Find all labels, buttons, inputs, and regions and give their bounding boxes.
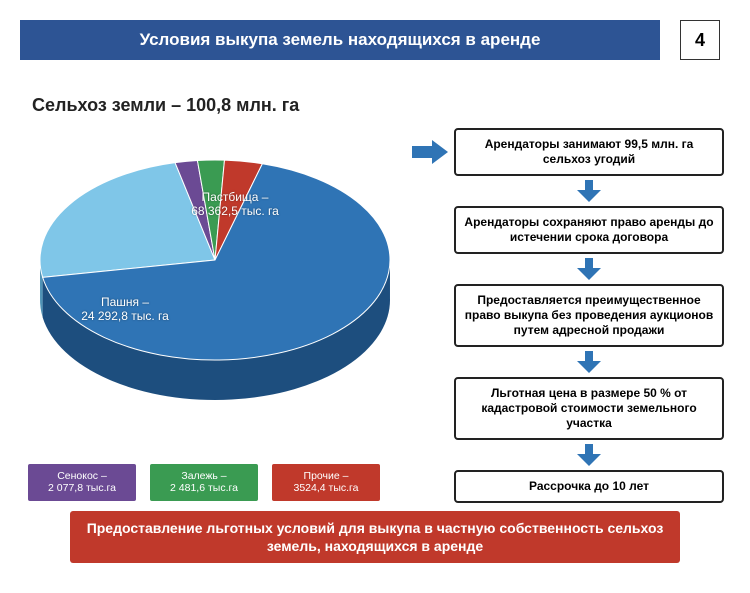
pie-svg xyxy=(20,130,440,430)
legend-other: Прочие –3524,4 тыс.га xyxy=(272,464,380,501)
legend-hay: Сенокос –2 077,8 тыс.га xyxy=(28,464,136,501)
legend-fallow: Залежь –2 481,6 тыс.га xyxy=(150,464,258,501)
header-title: Условия выкупа земель находящихся в арен… xyxy=(140,30,541,50)
flow-box-4: Рассрочка до 10 лет xyxy=(454,470,724,503)
footer-text: Предоставление льготных условий для выку… xyxy=(87,520,664,554)
pie-label-arable: Пашня –24 292,8 тыс. га xyxy=(50,295,200,324)
flow-box-1: Арендаторы сохраняют право аренды до ист… xyxy=(454,206,724,254)
flow-arrow-icon xyxy=(577,351,601,373)
flow-arrow-icon xyxy=(577,258,601,280)
pie-label-pasture: Пастбища –68 362,5 тыс. га xyxy=(160,190,310,219)
flow-box-3: Льготная цена в размере 50 % от кадастро… xyxy=(454,377,724,440)
flow-arrow-icon xyxy=(577,180,601,202)
flow-column: Арендаторы занимают 99,5 млн. га сельхоз… xyxy=(454,128,724,509)
header-band: Условия выкупа земель находящихся в арен… xyxy=(20,20,660,60)
flow-box-0: Арендаторы занимают 99,5 млн. га сельхоз… xyxy=(454,128,724,176)
entry-arrow-icon xyxy=(412,138,448,166)
flow-arrow-icon xyxy=(577,444,601,466)
page-number-value: 4 xyxy=(695,30,705,51)
legend-row: Сенокос –2 077,8 тыс.га Залежь –2 481,6 т… xyxy=(28,464,380,501)
flow-box-2: Предоставляется преимущественное право в… xyxy=(454,284,724,347)
chart-subtitle: Сельхоз земли – 100,8 млн. га xyxy=(32,95,299,116)
page-number: 4 xyxy=(680,20,720,60)
pie-chart: Пастбища –68 362,5 тыс. га Пашня –24 292,… xyxy=(20,130,440,460)
footer-band: Предоставление льготных условий для выку… xyxy=(70,511,680,563)
